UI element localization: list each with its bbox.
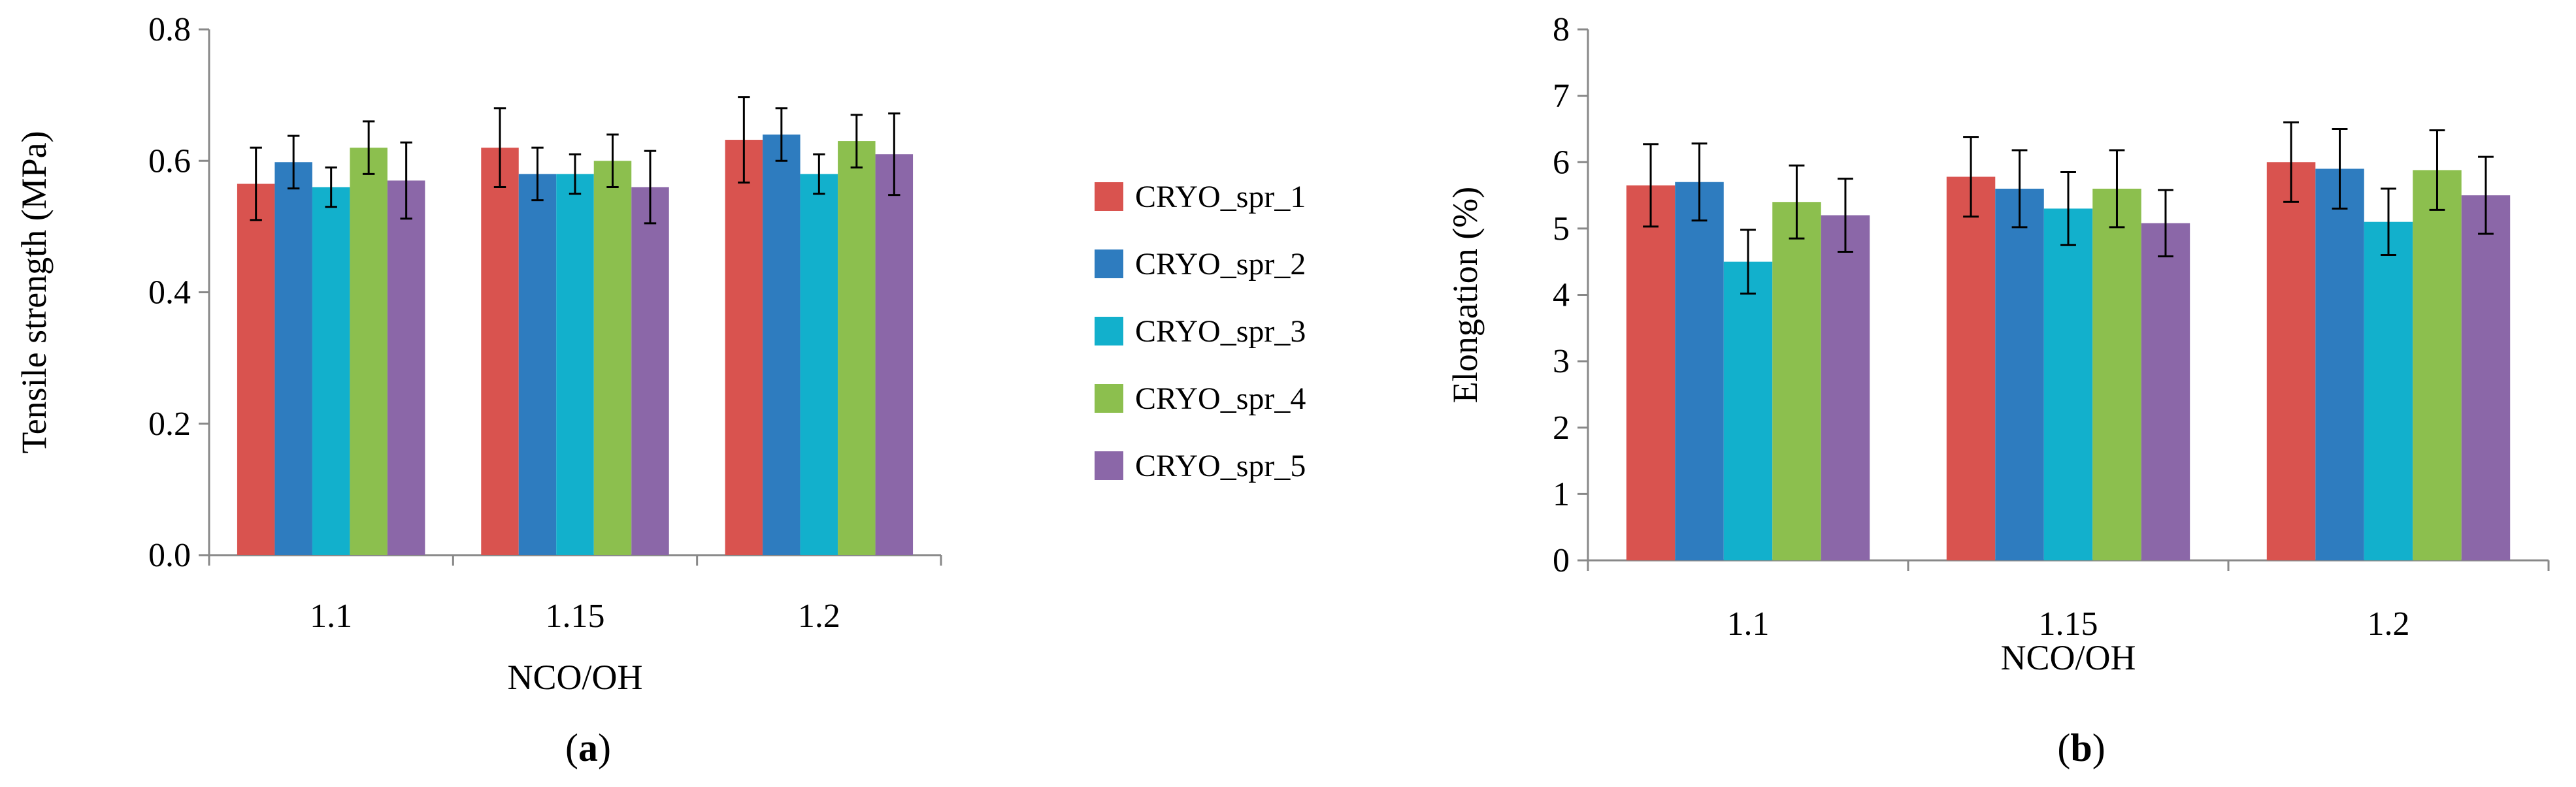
bar xyxy=(2315,169,2364,561)
x-tick-label: 1.15 xyxy=(2039,605,2098,643)
x-tick-label: 1.1 xyxy=(310,598,352,635)
bar xyxy=(593,161,632,555)
panel-label: (a) xyxy=(565,726,611,769)
bar xyxy=(556,174,594,555)
legend-swatch xyxy=(1095,249,1123,278)
legend-swatch xyxy=(1095,182,1123,211)
bar xyxy=(2043,208,2093,560)
bar xyxy=(274,162,312,555)
legend-label: CRYO_spr_3 xyxy=(1135,314,1306,349)
bar xyxy=(2141,223,2190,560)
bar xyxy=(2364,221,2413,560)
y-tick-label: 6 xyxy=(1553,144,1570,181)
bar xyxy=(1675,182,1724,560)
x-tick-label: 1.2 xyxy=(798,598,840,635)
bar xyxy=(350,148,388,555)
x-tick-label: 1.1 xyxy=(1727,605,1770,643)
panel-a: Tensile strength (MPa) NCO/OH (a) 0.0 0.2… xyxy=(14,11,942,769)
bar xyxy=(763,135,801,555)
y-tick-label: 3 xyxy=(1553,343,1570,380)
bar xyxy=(2461,195,2511,560)
legend-label: CRYO_spr_5 xyxy=(1135,449,1306,483)
y-tick-label: 5 xyxy=(1553,210,1570,248)
panel-label-open: ( xyxy=(565,726,578,769)
panel-label-letter: a xyxy=(578,726,598,769)
bar xyxy=(2092,188,2141,560)
panel-b: Elongation (%) NCO/OH (b) 0 1 2 3 4 5 6 7 8 1.1 1.… xyxy=(1445,11,2550,769)
legend: CRYO_spr_1 CRYO_spr_2 CRYO_spr_3 CRYO_spr_4… xyxy=(1095,180,1306,483)
y-tick-label: 0 xyxy=(1553,542,1570,579)
y-tick-label: 7 xyxy=(1553,78,1570,115)
bar xyxy=(481,148,519,555)
bar xyxy=(631,187,669,555)
bar xyxy=(2413,170,2462,560)
bar xyxy=(518,174,557,555)
bar xyxy=(237,184,275,555)
y-tick-label: 2 xyxy=(1553,410,1570,447)
x-axis-title: NCO/OH xyxy=(2000,638,2136,677)
bar xyxy=(800,174,838,555)
legend-label: CRYO_spr_4 xyxy=(1135,381,1306,416)
panel-label-open: ( xyxy=(2057,726,2070,769)
y-tick-label: 0.8 xyxy=(148,11,191,48)
y-tick-label: 1 xyxy=(1553,475,1570,513)
legend-swatch xyxy=(1095,384,1123,413)
bar xyxy=(312,187,350,555)
x-tick-label: 1.15 xyxy=(546,598,605,635)
y-tick-label: 0.0 xyxy=(148,537,191,574)
y-tick-label: 0.4 xyxy=(148,274,191,312)
legend-label: CRYO_spr_2 xyxy=(1135,247,1306,281)
bar xyxy=(1821,215,1870,560)
legend-label: CRYO_spr_1 xyxy=(1135,180,1306,214)
y-tick-label: 0.6 xyxy=(148,142,191,180)
x-tick-label: 1.2 xyxy=(2368,605,2410,643)
bar xyxy=(387,180,425,555)
x-axis-title: NCO/OH xyxy=(507,658,642,697)
y-axis-title: Elongation (%) xyxy=(1445,187,1485,403)
bar xyxy=(1626,185,1676,561)
y-axis-title: Tensile strength (MPa) xyxy=(14,131,54,453)
panel-label-close: ) xyxy=(2092,726,2105,769)
legend-swatch xyxy=(1095,317,1123,345)
panel-label: (b) xyxy=(2057,726,2105,769)
bar xyxy=(725,140,763,556)
bar xyxy=(1995,188,2044,560)
bar xyxy=(1946,176,1996,560)
bar xyxy=(1723,261,1773,560)
y-tick-label: 8 xyxy=(1553,11,1570,48)
bar xyxy=(838,141,876,555)
y-tick-label: 0.2 xyxy=(148,406,191,443)
bar xyxy=(2266,162,2316,560)
y-tick-label: 4 xyxy=(1553,277,1570,314)
legend-swatch xyxy=(1095,451,1123,480)
panel-label-letter: b xyxy=(2070,726,2092,769)
bar xyxy=(875,154,914,555)
panel-label-close: ) xyxy=(598,726,611,769)
bar xyxy=(1772,202,1821,561)
